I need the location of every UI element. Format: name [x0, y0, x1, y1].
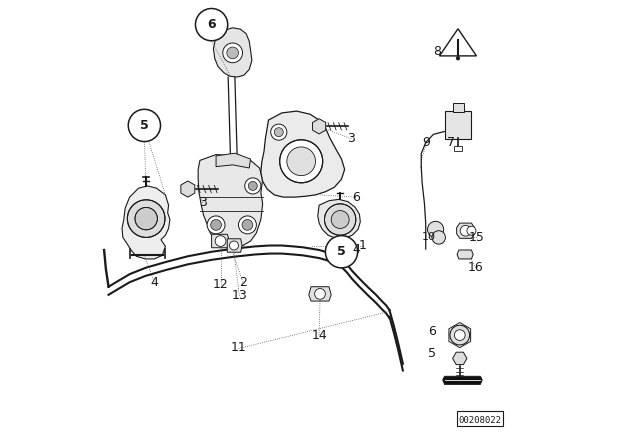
- Text: 11: 11: [230, 340, 246, 354]
- Circle shape: [325, 236, 358, 268]
- Circle shape: [195, 9, 228, 41]
- Text: 6: 6: [207, 18, 216, 31]
- Circle shape: [207, 216, 225, 234]
- Circle shape: [135, 207, 157, 230]
- Circle shape: [287, 147, 316, 176]
- Circle shape: [324, 204, 356, 235]
- Polygon shape: [122, 186, 170, 259]
- Polygon shape: [216, 153, 251, 168]
- Text: 16: 16: [468, 261, 484, 275]
- Circle shape: [454, 330, 465, 340]
- Polygon shape: [312, 119, 326, 134]
- Circle shape: [242, 220, 253, 230]
- Circle shape: [460, 225, 471, 236]
- Circle shape: [275, 128, 284, 137]
- Bar: [445, 111, 472, 139]
- Polygon shape: [443, 376, 482, 384]
- Polygon shape: [213, 28, 252, 77]
- Polygon shape: [261, 111, 345, 197]
- Circle shape: [211, 220, 221, 230]
- Polygon shape: [452, 352, 467, 365]
- Polygon shape: [457, 250, 473, 259]
- Circle shape: [271, 124, 287, 140]
- Bar: [454, 146, 461, 151]
- Circle shape: [456, 56, 460, 60]
- Text: 9: 9: [422, 136, 431, 149]
- Text: 6: 6: [428, 325, 436, 338]
- Circle shape: [244, 178, 261, 194]
- Text: 4: 4: [150, 276, 158, 289]
- Polygon shape: [181, 181, 195, 197]
- Text: 6: 6: [352, 190, 360, 204]
- FancyBboxPatch shape: [457, 411, 503, 426]
- Text: 5: 5: [337, 245, 346, 258]
- Polygon shape: [440, 29, 476, 56]
- Polygon shape: [227, 239, 242, 252]
- Circle shape: [467, 226, 476, 235]
- Circle shape: [127, 200, 165, 237]
- Polygon shape: [457, 223, 475, 238]
- Circle shape: [128, 109, 161, 142]
- Text: 00208022: 00208022: [458, 416, 501, 425]
- Text: 8: 8: [433, 45, 442, 58]
- Circle shape: [239, 216, 257, 234]
- Polygon shape: [198, 155, 262, 247]
- Text: 14: 14: [311, 328, 327, 342]
- Circle shape: [280, 140, 323, 183]
- Text: 12: 12: [212, 278, 228, 291]
- Text: 7: 7: [447, 136, 455, 149]
- Circle shape: [315, 289, 325, 299]
- Text: 3: 3: [348, 132, 355, 146]
- Text: 1: 1: [359, 239, 367, 252]
- Polygon shape: [309, 287, 332, 301]
- Polygon shape: [317, 199, 360, 238]
- Circle shape: [428, 221, 444, 237]
- Polygon shape: [212, 234, 230, 248]
- Circle shape: [332, 211, 349, 228]
- Text: 3: 3: [198, 196, 207, 209]
- Circle shape: [432, 231, 445, 244]
- Circle shape: [450, 325, 470, 345]
- Bar: [452, 103, 464, 112]
- Text: 5: 5: [428, 347, 436, 361]
- Circle shape: [227, 47, 239, 59]
- Text: 5: 5: [140, 119, 148, 132]
- Text: 4: 4: [352, 243, 360, 257]
- Circle shape: [215, 236, 226, 246]
- Circle shape: [248, 181, 257, 190]
- Text: 10: 10: [421, 233, 435, 242]
- Text: 2: 2: [239, 276, 247, 289]
- Circle shape: [223, 43, 243, 63]
- Circle shape: [230, 241, 239, 250]
- Text: 15: 15: [469, 231, 484, 244]
- Text: 13: 13: [232, 289, 247, 302]
